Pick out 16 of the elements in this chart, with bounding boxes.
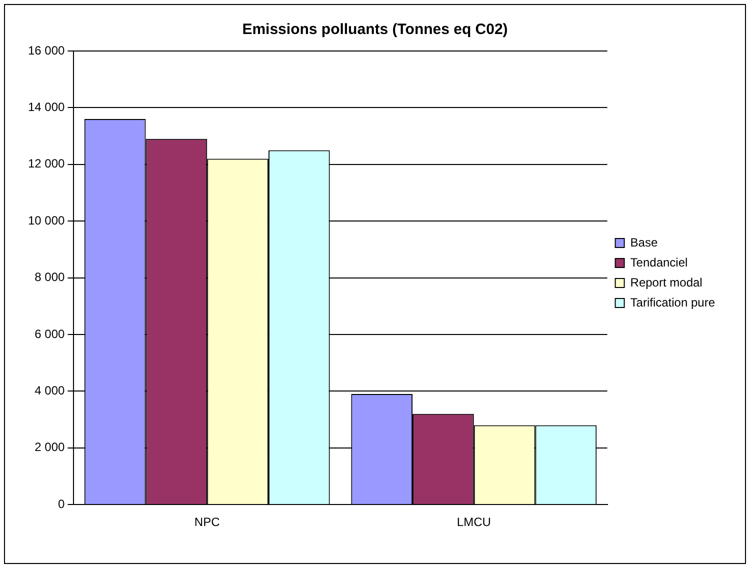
legend-label: Report modal [630, 275, 702, 290]
legend-label: Base [630, 235, 658, 250]
y-tick-label: 10 000 [28, 213, 66, 228]
legend-label: Tarification pure [630, 295, 716, 310]
y-tick-label: 8 000 [34, 270, 66, 284]
y-tick-label: 0 [58, 496, 66, 511]
y-tick-label: 12 000 [28, 156, 66, 171]
x-tick-label: NPC [194, 515, 220, 530]
y-tick-label: 14 000 [28, 100, 66, 114]
legend-label: Tendanciel [630, 255, 688, 270]
y-tick-label: 16 000 [28, 43, 66, 58]
y-tick-label: 4 000 [34, 384, 66, 398]
y-tick-label: 6 000 [34, 326, 66, 341]
y-tick-label: 2 000 [34, 440, 66, 454]
chart-title: Emissions polluants (Tonnes eq C02) [242, 21, 508, 38]
x-tick-label: LMCU [456, 515, 491, 530]
